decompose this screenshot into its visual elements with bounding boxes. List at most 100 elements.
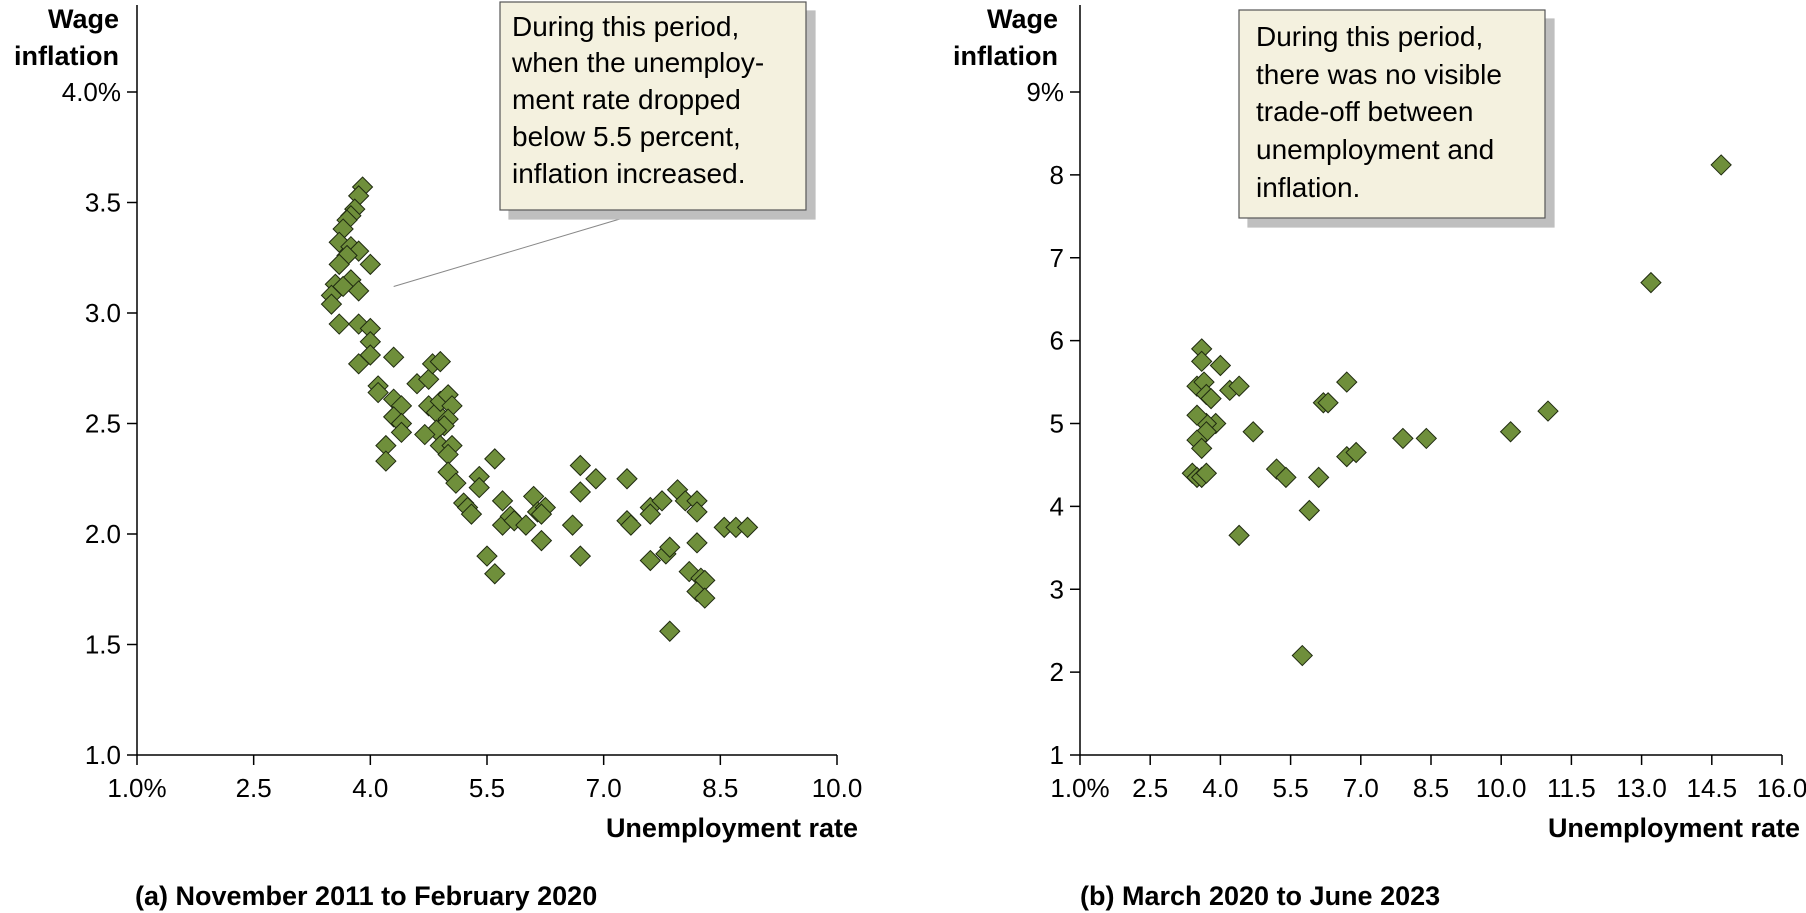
panel-a-data-point [347,313,370,335]
panel-a-data-point [569,454,592,477]
panel-a-data-point [328,313,350,335]
panel-b-annotation-box: During this period, there was no visible… [1238,9,1546,219]
panel-a-data-point [332,275,354,298]
panel-b-y-tick-label: 5 [1050,409,1064,439]
panel-b-ylabel-line2: inflation [953,41,1058,71]
panel-a-data-point [359,253,382,276]
panel-a-data-point [359,344,382,366]
panel-b-y-tick-label: 1 [1050,740,1064,770]
panel-a-data-point [639,549,662,572]
panel-b-xlabel: Unemployment rate [1548,813,1800,843]
panel-b-y-tick-label: 9% [1026,77,1064,107]
panel-b-x-tick-label: 2.5 [1132,773,1168,803]
panel-b-annotation-line: trade-off between [1256,96,1473,127]
panel-b-data-point [1710,154,1732,176]
panel-a-data-point [561,514,584,536]
panel-b-x-tick-label: 1.0% [1050,773,1109,803]
panel-a-y-tick-label: 1.5 [85,630,121,660]
panel-b-annotation-line: During this period, [1256,21,1483,52]
panel-b-data-point [1415,427,1438,450]
panel-a-data-point [460,503,483,525]
panel-a-data-point [367,381,389,404]
panel-a-data-point [382,406,405,428]
panel-a-data-point [639,503,662,525]
panel-b-y-tick-label: 7 [1050,243,1064,273]
panel-b-data-point [1640,271,1662,294]
panel-b-annotation-line: there was no visible [1256,59,1502,90]
panel-a-data-point [616,468,638,490]
panel-b-x-tick-label: 7.0 [1343,773,1379,803]
panel-a-annotation-line: when the unemploy- [511,47,764,78]
panel-a-y-tick-label: 2.0 [85,519,121,549]
panel-b-data-point [1317,392,1339,414]
panel-a-data-point [476,545,498,567]
panel-b-x-tick-label: 14.5 [1686,773,1737,803]
panel-a-data-point [347,353,370,375]
panel-b-data-point [1242,421,1264,443]
panel-a-annotation-box: During this period, when the unemploy- m… [499,1,807,211]
panel-a-scatter: 1.0 1.5 2.0 2.5 3.0 3.5 4.0% 1.0% 2.5 4.0 5.5 7.0 8… [14,1,863,911]
panel-a-caption: (a) November 2011 to February 2020 [135,881,597,911]
panel-a-data-point [569,481,592,503]
panel-b-data-point [1345,441,1367,464]
panel-b-data-point [1275,466,1297,489]
panel-b-x-tick-label: 5.5 [1273,773,1309,803]
panel-a-y-tick-label: 4.0% [62,77,121,107]
panel-b-data-point [1392,427,1414,450]
panel-b-y-tick-label: 6 [1050,326,1064,356]
panel-a-data-point [382,346,405,368]
panel-a-annotation-line: inflation increased. [512,158,745,189]
panel-a-y-tick-label: 1.0 [85,740,121,770]
panel-b-data-point [1298,499,1321,522]
panel-a-annotation-line: ment rate dropped [512,84,741,115]
panel-a-annotation-line: During this period, [512,11,739,42]
panel-a-data-point [569,545,592,567]
panel-a-x-tick-label: 10.0 [812,773,863,803]
panel-a-data-point [445,472,467,494]
panel-b-y-tick-label: 4 [1050,491,1064,521]
panel-a-data-point [484,563,506,585]
panel-b-annotation-line: inflation. [1256,172,1360,203]
panel-b-data-point [1537,400,1559,422]
panel-b-x-tick-label: 8.5 [1413,773,1449,803]
panel-a-data-point [429,350,452,373]
panel-a-data-point [585,468,607,490]
panel-b-data-point [1195,421,1218,443]
panel-a-ylabel-line1: Wage [48,4,119,34]
panel-a-y-tick-label: 3.0 [85,298,121,328]
panel-a-data-point [414,423,436,446]
panel-a-data-point [620,514,642,536]
panel-b-data-point [1228,375,1250,397]
panel-a-data-point [417,368,440,391]
panel-b-x-tick-label: 4.0 [1202,773,1238,803]
panel-a-data-point [686,501,708,523]
panel-a-x-tick-label: 5.5 [469,773,505,803]
panel-a-data-point [659,536,681,558]
panel-b-x-tick-label: 10.0 [1476,773,1527,803]
panel-a-data-point [375,450,397,472]
panel-b-data-point [1307,466,1330,489]
panel-a-annotation-pointer [393,209,651,287]
panel-b-data-point [1291,644,1314,667]
panel-a-data-point [659,620,681,642]
panel-b-y-tick-label: 3 [1050,574,1064,604]
panel-b-ylabel-line1: Wage [987,4,1058,34]
panel-a-y-tick-label: 2.5 [85,409,121,439]
panel-a-y-tick-label: 3.5 [85,188,121,218]
panel-a-data-point [651,490,673,512]
panel-b-data-point [1209,354,1232,377]
panel-a-data-point [390,421,413,444]
panel-a-x-tick-label: 2.5 [236,773,272,803]
panel-a-data-point [736,516,759,539]
panel-b-data-point [1499,421,1522,443]
panel-a-data-point [694,587,716,609]
panel-a-data-point [468,476,490,499]
panel-b-scatter: 1 2 3 4 5 6 7 8 9% 1.0% 2.5 4.0 5.5 7.0 8.5 10.0 11.5 13… [953,4,1806,911]
panel-a-x-tick-label: 7.0 [586,773,622,803]
panel-b-y-tick-label: 8 [1050,160,1064,190]
panel-b-data-point [1228,524,1250,547]
panel-a-ylabel-line2: inflation [14,41,119,71]
panel-b-annotation-line: unemployment and [1256,134,1494,165]
panel-a-data-point [491,490,514,512]
